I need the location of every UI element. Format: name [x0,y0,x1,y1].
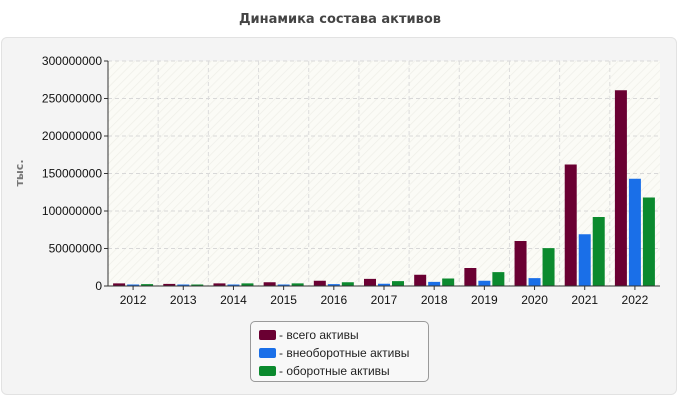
y-tick-label: 100000000 [42,204,102,218]
legend-item-total: - всего активы [259,326,428,344]
bar-current-2014 [241,283,254,286]
bar-total-2015 [263,282,276,286]
bar-current-2019 [492,272,505,286]
bar-current-2015 [291,283,304,286]
bars [113,90,655,286]
legend-swatch-noncurrent [259,348,276,358]
bar-noncurrent-2018 [428,281,441,286]
bar-current-2021 [592,217,605,286]
y-tick-label: 250000000 [42,92,102,106]
y-axis-label: тыс. [13,159,26,186]
legend-label-current: - оборотные активы [279,364,390,378]
chart-title: Динамика состава активов [238,12,442,27]
bar-noncurrent-2019 [478,280,491,286]
bar-current-2016 [341,282,354,286]
bar-current-2017 [392,281,404,286]
bar-total-2013 [163,283,176,286]
bar-current-2020 [542,248,555,286]
bar-noncurrent-2017 [378,283,390,286]
x-tick-label: 2021 [571,293,598,307]
bar-noncurrent-2014 [227,284,240,286]
bar-total-2019 [464,268,477,286]
x-tick-label: 2013 [170,293,197,307]
bar-total-2021 [564,164,577,286]
bar-noncurrent-2020 [528,278,541,286]
legend-label-noncurrent: - внеоборотные активы [279,346,410,360]
bar-total-2017 [364,278,376,286]
x-tick-label: 2019 [471,293,498,307]
bar-noncurrent-2021 [578,234,591,286]
bar-current-2018 [442,278,455,286]
bar-total-2014 [213,283,226,286]
y-tick-label: 0 [95,279,102,293]
bar-noncurrent-2013 [177,284,190,286]
legend-swatch-total [259,330,276,340]
bar-total-2018 [414,274,427,286]
legend-item-current: - оборотные активы [259,362,428,380]
bar-total-2020 [514,241,527,286]
y-tick-labels: 0 50000000 100000000 150000000 200000000 2500… [42,54,108,293]
bar-current-2022 [642,197,655,286]
legend: - всего активы - внеоборотные активы - о… [250,321,429,382]
bar-current-2012 [141,284,154,286]
bar-total-2016 [313,280,326,286]
x-tick-label: 2015 [270,293,297,307]
bar-total-2012 [113,283,126,286]
y-tick-label: 300000000 [42,54,102,68]
legend-label-total: - всего активы [279,328,359,342]
x-tick-label: 2018 [421,293,448,307]
legend-item-noncurrent: - внеоборотные активы [259,344,428,362]
bar-total-2022 [614,90,627,286]
bar-noncurrent-2015 [277,284,290,286]
y-tick-label: 150000000 [42,167,102,181]
bar-current-2013 [191,284,204,286]
y-tick-label: 50000000 [49,242,103,256]
x-tick-label: 2020 [521,293,548,307]
legend-swatch-current [259,366,276,376]
x-tick-label: 2012 [120,293,147,307]
x-tick-label: 2017 [371,293,398,307]
bar-noncurrent-2022 [628,178,641,286]
grid-lines [108,60,660,286]
x-tick-label: 2016 [320,293,347,307]
x-tick-label: 2022 [622,293,649,307]
bar-noncurrent-2012 [127,284,140,286]
bar-noncurrent-2016 [327,284,340,286]
x-tick-labels: 2012 2013 2014 2015 2016 2017 2018 2019 2020 2021… [120,286,649,307]
y-tick-label: 200000000 [42,129,102,143]
x-tick-label: 2014 [220,293,247,307]
